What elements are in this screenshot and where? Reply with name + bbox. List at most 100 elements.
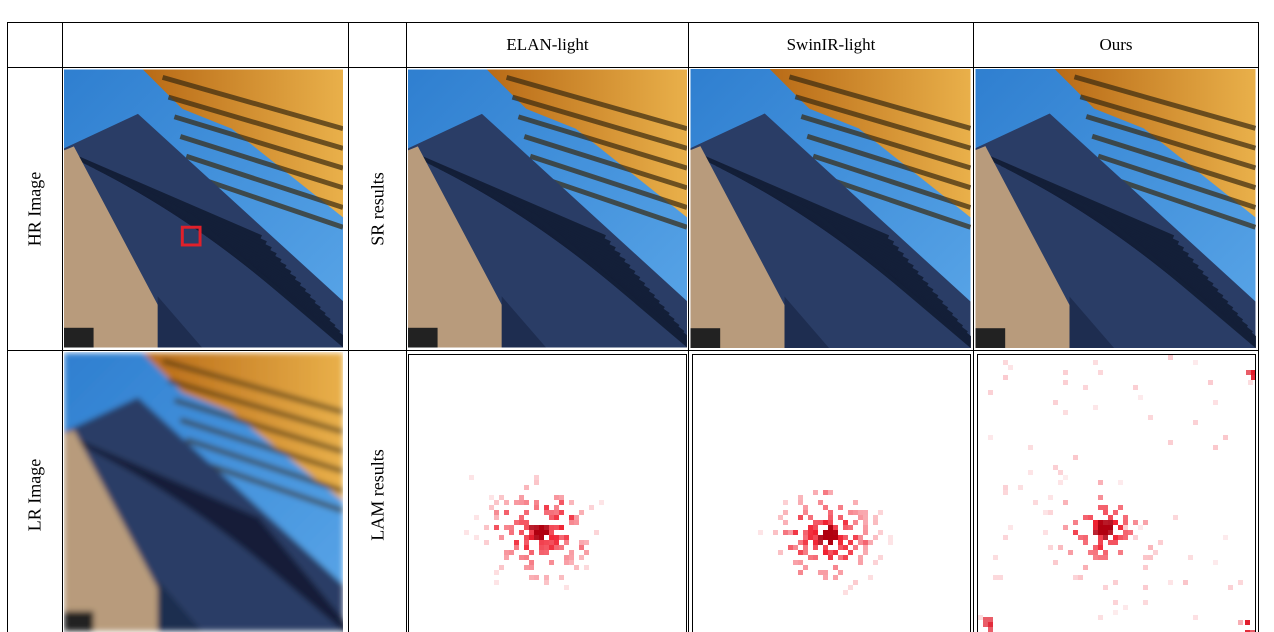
heat-cell (1058, 480, 1063, 485)
heat-cell (758, 530, 763, 535)
heat-cell (1093, 520, 1098, 525)
heat-cell (1133, 385, 1138, 390)
heat-cell (793, 560, 798, 565)
heat-cell (843, 555, 848, 560)
heat-cell (993, 555, 998, 560)
row-label: LAM results (367, 449, 388, 541)
heat-cell (1048, 545, 1053, 550)
heat-cell (818, 520, 823, 525)
heat-cell (818, 540, 823, 545)
heat-cell (599, 500, 604, 505)
heat-cell (823, 550, 828, 555)
heat-cell (1148, 545, 1153, 550)
heat-cell (569, 515, 574, 520)
heat-cell (1078, 575, 1083, 580)
cell: LAM results (348, 350, 407, 632)
heat-cell (1078, 535, 1083, 540)
heat-cell (584, 540, 589, 545)
heat-cell (813, 535, 818, 540)
heat-cell (808, 515, 813, 520)
heat-cell (848, 525, 853, 530)
heat-cell (1193, 420, 1198, 425)
cell (348, 22, 407, 68)
heat-cell (1108, 515, 1113, 520)
heat-cell (1103, 520, 1108, 525)
heat-cell (549, 515, 554, 520)
heat-cell (559, 525, 564, 530)
heat-cell (569, 550, 574, 555)
heat-cell (524, 555, 529, 560)
heat-cell (554, 545, 559, 550)
heat-cell (469, 475, 474, 480)
heat-cell (848, 540, 853, 545)
heat-cell (1123, 530, 1128, 535)
heat-cell (1003, 485, 1008, 490)
heat-cell (529, 530, 534, 535)
heat-cell (1103, 505, 1108, 510)
heat-cell (803, 530, 808, 535)
heat-cell (564, 585, 569, 590)
cell: HR Image (7, 67, 63, 351)
heat-cell (838, 545, 843, 550)
heat-cell (783, 520, 788, 525)
heat-cell (1083, 535, 1088, 540)
heat-cell (1133, 535, 1138, 540)
heat-cell (1123, 605, 1128, 610)
heat-cell (813, 530, 818, 535)
heat-cell (529, 565, 534, 570)
heat-cell (544, 550, 549, 555)
heat-cell (524, 545, 529, 550)
heat-cell (1118, 525, 1123, 530)
heat-cell (1098, 555, 1103, 560)
heat-cell (589, 505, 594, 510)
heat-cell (514, 540, 519, 545)
heat-cell (544, 510, 549, 515)
heat-cell (803, 540, 808, 545)
heat-cell (1238, 620, 1243, 625)
heat-cell (569, 500, 574, 505)
heat-cell (988, 435, 993, 440)
heat-cell (534, 535, 539, 540)
heat-cell (1246, 370, 1251, 375)
heat-cell (1008, 365, 1013, 370)
heat-cell (803, 505, 808, 510)
heat-cell (564, 555, 569, 560)
heat-cell (858, 560, 863, 565)
heat-cell (564, 540, 569, 545)
heat-cell (828, 550, 833, 555)
sr-image (975, 69, 1256, 348)
heat-cell (853, 545, 858, 550)
heat-cell (1113, 610, 1118, 615)
heat-cell (1118, 505, 1123, 510)
heat-cell (798, 495, 803, 500)
heat-cell (1098, 370, 1103, 375)
heat-cell (1083, 565, 1088, 570)
heat-cell (848, 585, 853, 590)
heat-cell (828, 490, 833, 495)
heat-cell (1098, 535, 1103, 540)
heat-cell (878, 555, 883, 560)
heat-cell (1113, 535, 1118, 540)
heat-cell (534, 475, 539, 480)
heat-cell (1143, 520, 1148, 525)
heat-cell (584, 565, 589, 570)
sr-image (408, 69, 687, 348)
heat-cell (1143, 555, 1148, 560)
heat-cell (554, 510, 559, 515)
heat-cell (1158, 540, 1163, 545)
heat-cell (519, 520, 524, 525)
heat-cell (1098, 520, 1103, 525)
heat-cell (798, 570, 803, 575)
heat-cell (1193, 360, 1198, 365)
heat-cell (464, 530, 469, 535)
heat-cell (559, 545, 564, 550)
heat-cell (1183, 580, 1188, 585)
heat-cell (1033, 500, 1038, 505)
heat-cell (833, 550, 838, 555)
heat-cell (868, 575, 873, 580)
heat-cell (1153, 550, 1158, 555)
heat-cell (858, 535, 863, 540)
heat-cell (514, 520, 519, 525)
heat-cell (1063, 475, 1068, 480)
heat-cell (1245, 620, 1250, 625)
